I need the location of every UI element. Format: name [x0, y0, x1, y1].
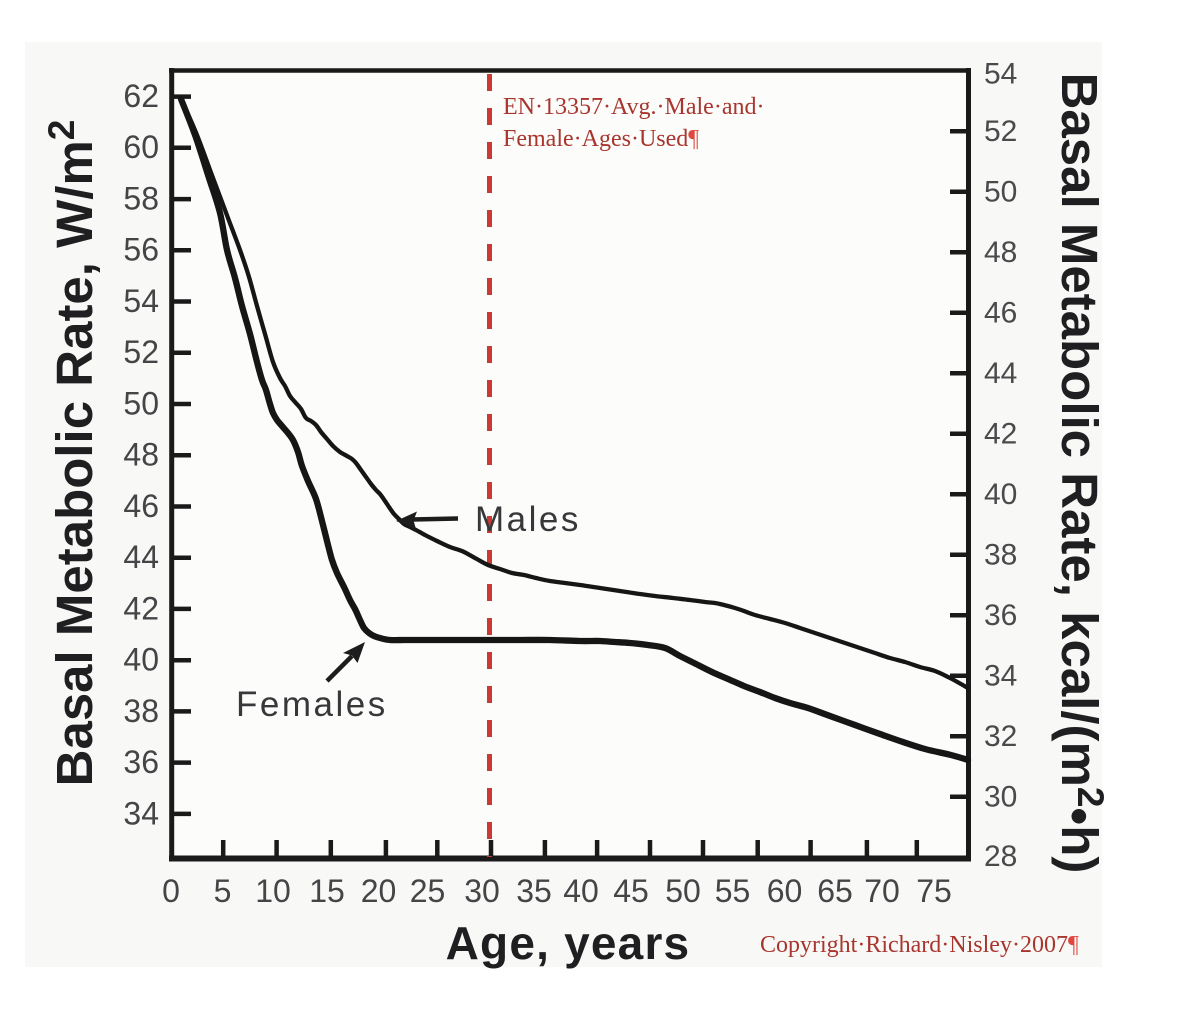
svg-text:Basal Metabolic Rate, W/m2: Basal Metabolic Rate, W/m2	[41, 120, 103, 787]
svg-text:40: 40	[563, 873, 599, 909]
svg-text:50: 50	[984, 176, 1017, 209]
svg-text:EN·13357·Avg.·Male·and·: EN·13357·Avg.·Male·and·	[503, 94, 764, 120]
svg-text:60: 60	[767, 873, 803, 909]
svg-text:32: 32	[984, 720, 1017, 753]
svg-text:44: 44	[984, 357, 1017, 390]
svg-text:36: 36	[123, 744, 159, 780]
svg-text:38: 38	[984, 539, 1017, 572]
svg-text:Males: Males	[475, 500, 581, 539]
svg-text:50: 50	[665, 873, 701, 909]
svg-text:38: 38	[123, 693, 159, 729]
svg-text:42: 42	[123, 590, 159, 626]
svg-text:52: 52	[984, 115, 1017, 148]
svg-text:Females: Females	[236, 685, 388, 724]
svg-text:55: 55	[715, 873, 751, 909]
svg-text:48: 48	[123, 437, 159, 473]
svg-text:30: 30	[984, 781, 1017, 814]
svg-text:Female·Ages·Used¶: Female·Ages·Used¶	[503, 126, 699, 152]
svg-text:60: 60	[123, 129, 159, 165]
svg-text:15: 15	[309, 873, 345, 909]
svg-text:5: 5	[214, 873, 232, 909]
svg-text:56: 56	[123, 232, 159, 268]
svg-text:75: 75	[916, 873, 952, 909]
svg-text:45: 45	[613, 873, 649, 909]
svg-text:54: 54	[123, 283, 159, 319]
svg-text:30: 30	[464, 873, 500, 909]
svg-text:20: 20	[361, 873, 397, 909]
svg-text:40: 40	[984, 478, 1017, 511]
svg-text:10: 10	[255, 873, 291, 909]
svg-text:54: 54	[984, 58, 1017, 91]
svg-text:40: 40	[123, 642, 159, 678]
svg-text:70: 70	[864, 873, 900, 909]
svg-text:Age, years: Age, years	[446, 917, 691, 969]
svg-text:58: 58	[123, 181, 159, 217]
svg-text:Basal Metabolic Rate, kcal/(m2: Basal Metabolic Rate, kcal/(m2•h)	[1051, 73, 1111, 874]
svg-text:46: 46	[984, 297, 1017, 330]
svg-text:46: 46	[123, 488, 159, 524]
svg-text:36: 36	[984, 599, 1017, 632]
svg-text:25: 25	[410, 873, 446, 909]
svg-text:65: 65	[817, 873, 853, 909]
svg-text:28: 28	[984, 840, 1017, 873]
svg-text:42: 42	[984, 418, 1017, 451]
svg-text:Copyright·Richard·Nisley·2007¶: Copyright·Richard·Nisley·2007¶	[760, 932, 1079, 958]
svg-text:62: 62	[123, 78, 159, 114]
svg-text:34: 34	[984, 660, 1017, 693]
svg-text:35: 35	[516, 873, 552, 909]
svg-text:0: 0	[162, 873, 180, 909]
svg-text:48: 48	[984, 236, 1017, 269]
svg-text:50: 50	[123, 385, 159, 421]
svg-text:44: 44	[123, 539, 159, 575]
svg-text:52: 52	[123, 334, 159, 370]
svg-text:34: 34	[123, 795, 159, 831]
